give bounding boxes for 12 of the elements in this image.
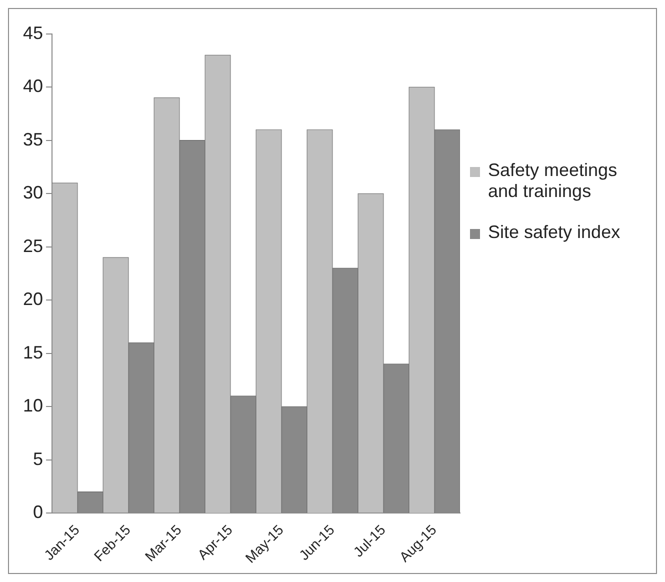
legend-label: Site safety index [488,222,620,243]
y-tick-label: 40 [22,76,44,96]
y-tick-label: 5 [33,448,44,469]
y-tick-label: 30 [22,182,44,203]
y-tick-label: 15 [22,342,44,362]
y-tick-label: 25 [22,236,44,256]
y-tick-label: 35 [22,129,44,150]
y-tick-label: 45 [22,22,44,43]
y-tick-label: 10 [22,396,44,416]
y-tick-label: 0 [33,502,44,522]
y-tick-label: 20 [22,289,44,310]
legend-label: Safety meetings and trainings [488,160,618,202]
